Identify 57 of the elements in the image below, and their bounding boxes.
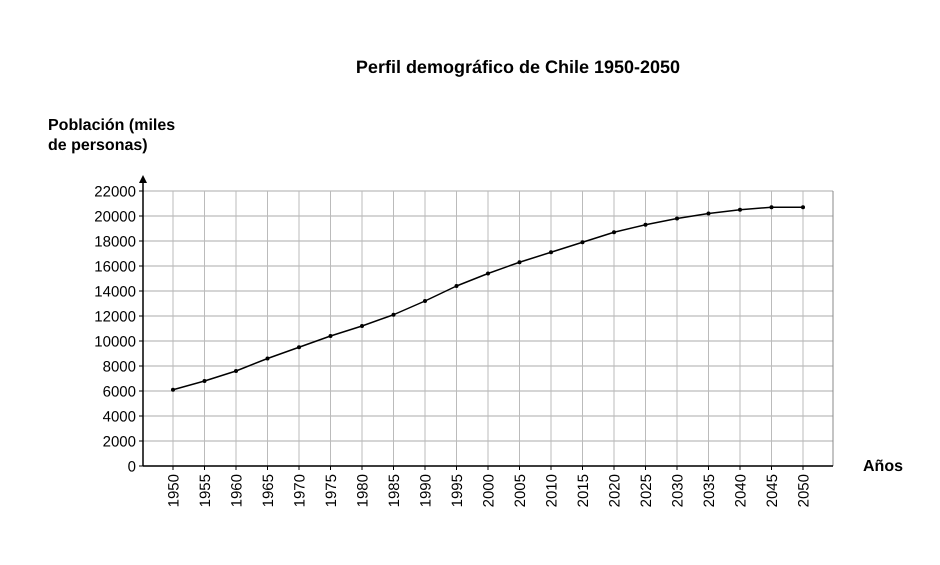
point bbox=[454, 284, 458, 288]
point bbox=[770, 205, 774, 210]
chart-title: Perfil demográfico de Chile 1950-2050 bbox=[356, 57, 680, 77]
x-tick-label: 2015 bbox=[574, 474, 592, 508]
point bbox=[518, 260, 522, 264]
x-tick-label: 2040 bbox=[732, 474, 750, 508]
x-tick-label: 1985 bbox=[386, 474, 403, 508]
point bbox=[202, 379, 206, 383]
point bbox=[580, 240, 584, 244]
x-tick-label: 2010 bbox=[543, 474, 560, 508]
point bbox=[423, 299, 427, 303]
point bbox=[328, 334, 332, 338]
x-tick-label: 2025 bbox=[638, 474, 655, 508]
x-tick-label: 1995 bbox=[448, 474, 466, 508]
point bbox=[738, 208, 742, 212]
x-tick-label: 1960 bbox=[228, 474, 246, 508]
x-tick-label: 1970 bbox=[291, 474, 308, 508]
x-tick-label: 1990 bbox=[417, 474, 434, 508]
y-tick-label: 22000 bbox=[94, 183, 136, 200]
point bbox=[644, 222, 648, 227]
point bbox=[549, 250, 553, 254]
point bbox=[234, 369, 238, 373]
y-tick-label: 2000 bbox=[102, 433, 136, 450]
y-tick-label: 12000 bbox=[94, 308, 136, 326]
y-tick-label: 0 bbox=[128, 458, 136, 476]
x-tick-label: 2050 bbox=[795, 474, 812, 508]
y-axis-title: Población (miles de personas) bbox=[48, 117, 176, 154]
y-tick-label: 4000 bbox=[102, 408, 136, 426]
x-tick-label: 2035 bbox=[700, 474, 718, 508]
x-tick-label: 2030 bbox=[669, 474, 686, 508]
y-tick-label: 20000 bbox=[94, 208, 136, 226]
x-tick-label: 2005 bbox=[512, 474, 529, 508]
x-axis-title: Años bbox=[863, 458, 904, 475]
x-tick-label: 2045 bbox=[764, 474, 781, 508]
y-tick-label: 14000 bbox=[94, 283, 136, 300]
x-tick-label: 2020 bbox=[606, 474, 624, 508]
x-tick-label: 1950 bbox=[165, 474, 182, 508]
point bbox=[486, 272, 490, 276]
y-tick-label: 16000 bbox=[94, 258, 136, 276]
point bbox=[360, 324, 364, 328]
y-tick-label: 10000 bbox=[94, 333, 136, 350]
point bbox=[392, 312, 396, 317]
x-tick-label: 1955 bbox=[196, 474, 214, 508]
x-tick-label: 2000 bbox=[480, 474, 498, 508]
y-tick-label: 18000 bbox=[94, 233, 136, 250]
y-tick-label: 6000 bbox=[102, 383, 136, 400]
point bbox=[801, 205, 805, 210]
point bbox=[297, 345, 301, 350]
point bbox=[612, 230, 616, 234]
point bbox=[171, 388, 175, 392]
point bbox=[675, 216, 679, 220]
x-tick-label: 1975 bbox=[322, 474, 340, 508]
x-tick-label: 1965 bbox=[260, 474, 277, 508]
point bbox=[266, 356, 270, 360]
x-tick-label: 1980 bbox=[354, 474, 372, 508]
point bbox=[706, 212, 710, 216]
y-tick-label: 8000 bbox=[102, 358, 136, 376]
